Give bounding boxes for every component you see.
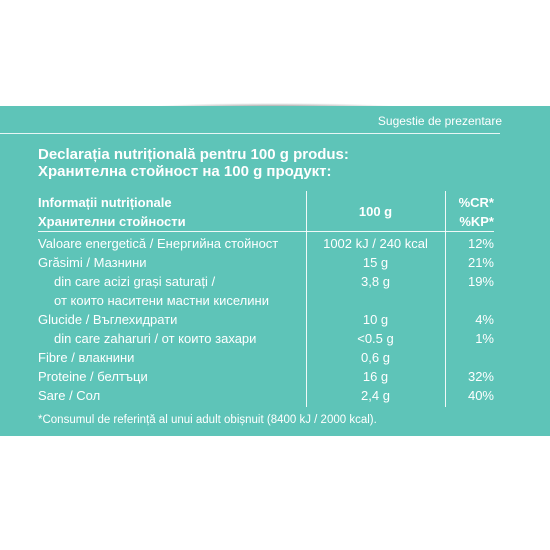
row-value: 3,8 g: [361, 274, 390, 289]
row-value: 16 g: [362, 369, 389, 384]
title-bg: Хранителна стойност на 100 g продукт:: [38, 163, 332, 180]
row-label: Grăsimi / Мазнини: [38, 255, 147, 270]
row-label: Fibre / влакнини: [38, 350, 135, 365]
row-value: 15 g: [362, 255, 389, 270]
header-divider: [38, 231, 494, 232]
row-percent: 12%: [467, 236, 494, 251]
row-value: 10 g: [362, 312, 389, 327]
row-percent: 4%: [475, 312, 494, 327]
divider: [0, 133, 500, 134]
table-row: Sare / Сол 2,4 g 40%: [38, 386, 494, 405]
table-row: din care zaharuri / от които захари <0.5…: [38, 329, 494, 348]
header-cr: %CR*: [458, 195, 494, 210]
row-label: Glucide / Въглехидрати: [38, 312, 178, 327]
table-row: от които наситени мастни киселини: [38, 291, 494, 310]
row-label: Sare / Сол: [38, 388, 101, 403]
row-value: 1002 kJ / 240 kcal: [323, 236, 428, 251]
row-percent: 1%: [475, 331, 494, 346]
presentation-suggestion: Sugestie de prezentare: [377, 114, 502, 128]
header-amount: 100 g: [358, 204, 393, 219]
row-value: <0.5 g: [357, 331, 394, 346]
row-label: Proteine / белтъци: [38, 369, 148, 384]
table-row: Valoare energetică / Енергийна стойност …: [38, 234, 494, 253]
nutrition-panel: Sugestie de prezentare Declarația nutriț…: [0, 106, 550, 436]
header-info: Informații nutriționale Хранителни стойн…: [38, 193, 186, 231]
header-kp: %KP*: [459, 214, 494, 229]
header-info-bg: Хранителни стойности: [38, 214, 186, 229]
header-info-ro: Informații nutriționale: [38, 195, 172, 210]
row-percent: 40%: [467, 388, 494, 403]
header-percent: %CR* %KP*: [459, 193, 494, 231]
row-label: din care zaharuri / от които захари: [54, 331, 257, 346]
row-percent: 32%: [467, 369, 494, 384]
table-row: din care acizi grași saturați / 3,8 g 19…: [38, 272, 494, 291]
table-row: Grăsimi / Мазнини 15 g 21%: [38, 253, 494, 272]
footnote: *Consumul de referință al unui adult obi…: [38, 414, 377, 426]
title-ro: Declarația nutrițională pentru 100 g pro…: [38, 146, 349, 163]
row-value: 2,4 g: [361, 388, 390, 403]
nutrition-heading: Declarația nutrițională pentru 100 g pro…: [38, 146, 349, 180]
table-row: Glucide / Въглехидрати 10 g 4%: [38, 310, 494, 329]
column-divider: [445, 191, 446, 407]
column-divider: [306, 191, 307, 407]
row-percent: 19%: [467, 274, 494, 289]
row-label: din care acizi grași saturați /: [54, 274, 216, 289]
row-label: Valoare energetică / Енергийна стойност: [38, 236, 279, 251]
table-row: Fibre / влакнини 0,6 g: [38, 348, 494, 367]
row-value: 0,6 g: [361, 350, 390, 365]
row-label: от които наситени мастни киселини: [54, 293, 269, 308]
row-percent: 21%: [467, 255, 494, 270]
table-row: Proteine / белтъци 16 g 32%: [38, 367, 494, 386]
